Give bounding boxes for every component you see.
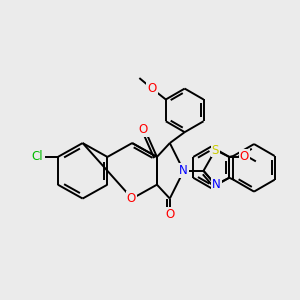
Text: S: S bbox=[212, 143, 219, 157]
Text: N: N bbox=[179, 164, 188, 177]
Text: O: O bbox=[147, 82, 157, 95]
Text: Cl: Cl bbox=[31, 150, 43, 164]
Text: O: O bbox=[127, 192, 136, 205]
Text: O: O bbox=[165, 208, 174, 221]
Text: O: O bbox=[239, 150, 249, 164]
Text: O: O bbox=[138, 123, 148, 136]
Text: N: N bbox=[212, 178, 221, 191]
